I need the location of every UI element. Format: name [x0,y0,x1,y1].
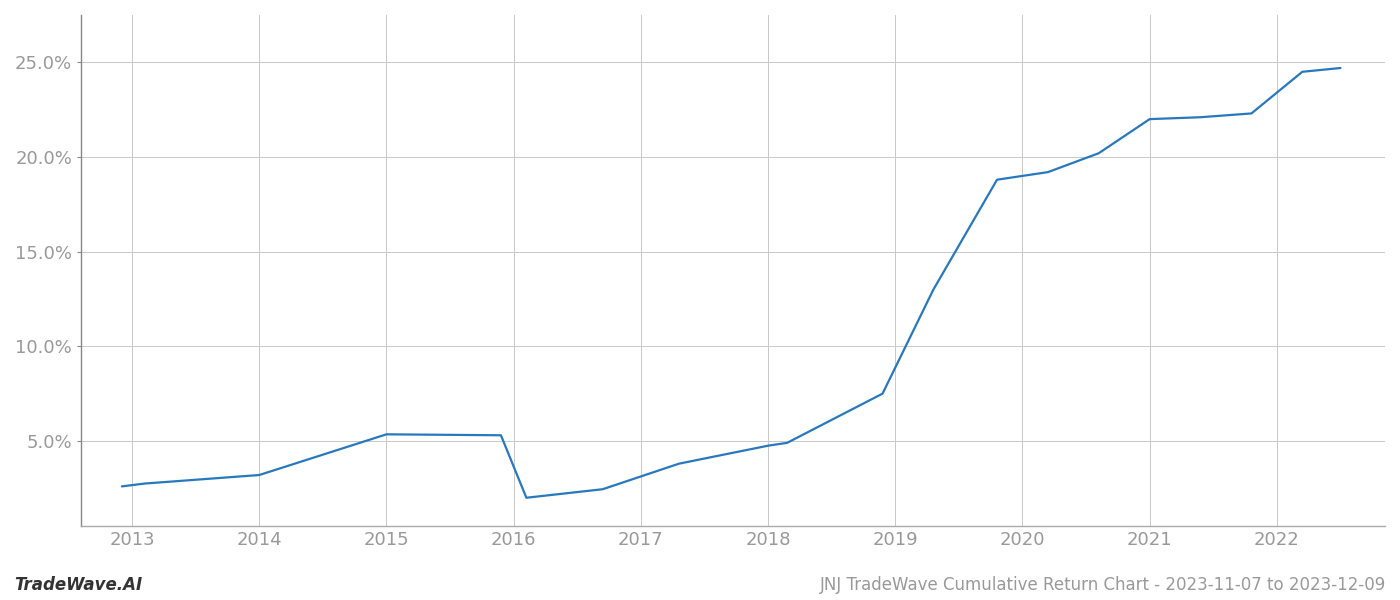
Text: JNJ TradeWave Cumulative Return Chart - 2023-11-07 to 2023-12-09: JNJ TradeWave Cumulative Return Chart - … [820,576,1386,594]
Text: TradeWave.AI: TradeWave.AI [14,576,143,594]
